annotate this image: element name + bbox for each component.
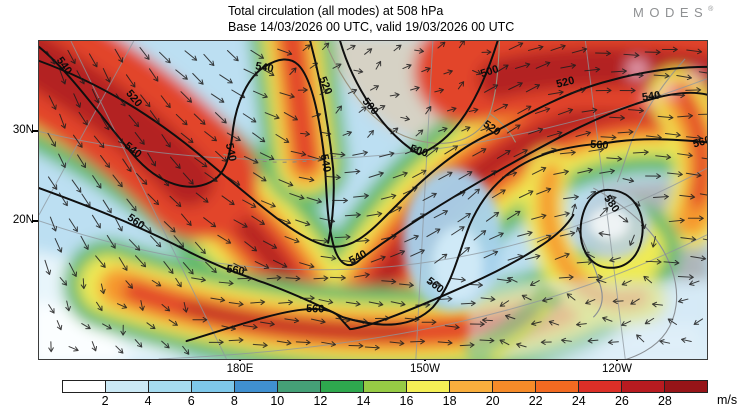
colorbar-tick-2: 2 (101, 394, 109, 408)
colorbar-segment (106, 381, 149, 392)
contour-560-south (185, 213, 575, 343)
colorbar-tick-22: 22 (528, 394, 543, 408)
contour-label-540: 540 (318, 153, 333, 173)
colorbar-tick-18: 18 (442, 394, 457, 408)
band-red (673, 84, 707, 208)
lat-tick-20N (32, 220, 38, 222)
baja-coast (578, 231, 603, 318)
jet-branch-top (249, 41, 349, 207)
colorbar-tick-labels: 2 4 6 8 10 12 14 16 18 20 22 24 26 28 (62, 394, 708, 408)
colorbar-segment (63, 381, 106, 392)
meridian-line (70, 41, 227, 359)
colorbar-segment (149, 381, 192, 392)
contour-560-north (39, 138, 707, 326)
colorbar-tick-14: 14 (356, 394, 371, 408)
registered-mark: ® (708, 6, 714, 13)
colorbar-tick-12: 12 (313, 394, 328, 408)
contour-520 (39, 59, 707, 248)
contour-580-closed (579, 188, 644, 269)
colorbar-segment (192, 381, 235, 392)
contour-label-520: 520 (555, 75, 576, 91)
contour-label-500: 500 (408, 143, 429, 160)
band-core (477, 46, 707, 99)
lon-label-180E: 180E (226, 363, 254, 375)
map-panel: 540 520 540 560 540 540 520 500 540 500 500 520 520 5… (38, 40, 708, 360)
contour-label-560: 560 (590, 139, 609, 152)
modes-logo: MODES® (633, 5, 713, 20)
lat-label-20N: 20N (12, 214, 34, 226)
colorbar-segment (450, 381, 493, 392)
colorbar-segment (665, 381, 707, 392)
yellow-streak-se (489, 304, 554, 359)
aleutian-islands (223, 153, 344, 163)
colorbar-tick-8: 8 (230, 394, 238, 408)
colorbar-segment (536, 381, 579, 392)
colorbar-segment (622, 381, 665, 392)
contour-540 (39, 45, 707, 267)
colorbar-tick-6: 6 (187, 394, 195, 408)
coastlines (223, 41, 686, 359)
modes-logo-text: MODES (633, 5, 709, 20)
colorbar-tick-16: 16 (399, 394, 414, 408)
contour-label-560: 560 (306, 303, 325, 316)
colorbar-segment (364, 381, 407, 392)
colorbar-segment (278, 381, 321, 392)
colorbar (62, 380, 708, 393)
colorbar-tick-4: 4 (144, 394, 152, 408)
island (688, 69, 703, 84)
lat-label-30N: 30N (12, 124, 34, 136)
contour-520-lobe (309, 41, 335, 244)
bc-coast (616, 58, 686, 183)
mexico-coast (593, 187, 678, 359)
band-core (183, 302, 413, 337)
contour-label-500: 500 (479, 63, 500, 80)
colorbar-tick-24: 24 (571, 394, 586, 408)
colorbar-segment (407, 381, 450, 392)
colorbar-tick-26: 26 (614, 394, 629, 408)
band-red (279, 41, 319, 173)
jet-band-nw (39, 41, 259, 240)
jet-band-ne (413, 41, 707, 248)
lon-label-120W: 120W (601, 363, 633, 375)
alaska-coast (324, 41, 500, 144)
colorbar-segment (235, 381, 278, 392)
colorbar-tick-10: 10 (270, 394, 285, 408)
colorbar-tick-20: 20 (485, 394, 500, 408)
colorbar-segment (321, 381, 364, 392)
colorbar-unit: m/s (717, 393, 738, 407)
chart-title: Total circulation (all modes) at 508 hPa (228, 4, 444, 18)
lon-label-150W: 150W (409, 363, 441, 375)
colorbar-segment (493, 381, 536, 392)
colorbar-tick-28: 28 (657, 394, 672, 408)
wind-direction-arrows (44, 41, 707, 355)
contour-500 (339, 41, 499, 156)
lat-tick-30N (32, 130, 38, 132)
calm-core-sw (39, 301, 127, 359)
parallel-line (158, 234, 707, 359)
colorbar-segment (579, 381, 622, 392)
contour-label-540: 540 (223, 142, 239, 162)
chart-subtitle: Base 14/03/2026 00 UTC, valid 19/03/2026… (228, 20, 515, 34)
circulation-map: 5405205405605405405205005405005005205205… (39, 41, 707, 359)
title-block: Total circulation (all modes) at 508 hPa… (228, 3, 514, 35)
contour-label-540: 540 (254, 60, 274, 75)
height-contours (39, 41, 707, 343)
band-core (39, 41, 215, 206)
